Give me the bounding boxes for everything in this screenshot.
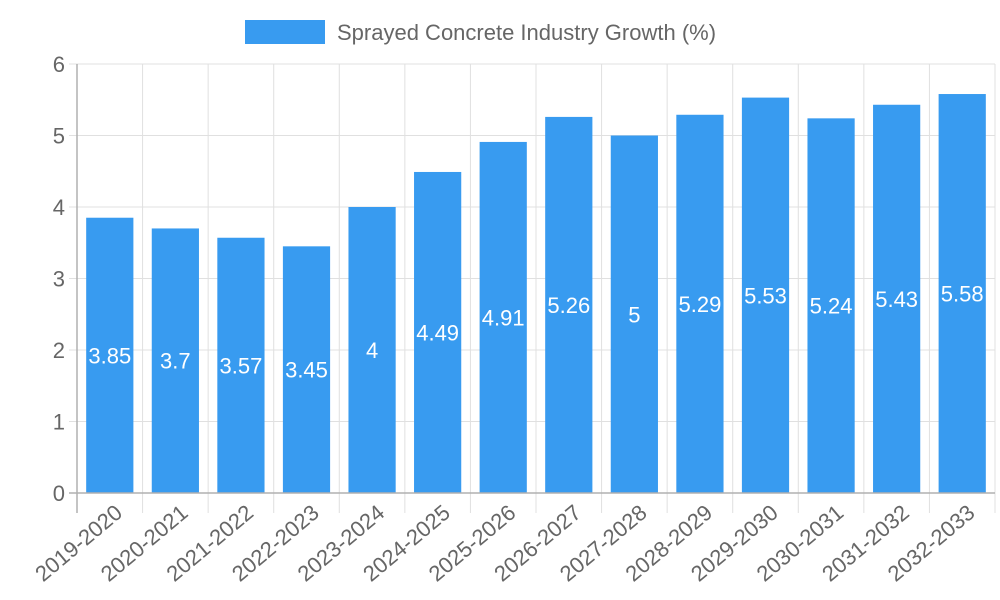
bar[interactable]: [86, 217, 134, 493]
bar[interactable]: [414, 171, 462, 493]
legend[interactable]: Sprayed Concrete Industry Growth (%): [245, 20, 716, 45]
bar-value-label: 4: [366, 338, 378, 363]
y-tick-label: 0: [53, 481, 65, 506]
bar[interactable]: [479, 141, 527, 493]
bar-value-label: 5.24: [810, 294, 853, 319]
bar-value-label: 5.58: [941, 282, 984, 307]
bar-value-label: 3.57: [220, 353, 263, 378]
bar[interactable]: [676, 114, 724, 493]
grid: [69, 63, 996, 513]
y-tick-label: 2: [53, 338, 65, 363]
bar[interactable]: [873, 104, 921, 493]
legend-swatch: [245, 20, 325, 44]
data-labels: 3.85 3.7 3.57 3.45 4 4.49 4.91 5.26 5 5.29 5.53 5.2…: [88, 282, 983, 383]
bar-value-label: 5.53: [744, 283, 787, 308]
legend-label: Sprayed Concrete Industry Growth (%): [337, 20, 716, 45]
bar-value-label: 5.43: [875, 287, 918, 312]
bar-value-label: 5: [628, 302, 640, 327]
y-tick-label: 6: [53, 52, 65, 77]
bar[interactable]: [151, 228, 199, 493]
bar-value-label: 3.85: [88, 343, 131, 368]
bar-value-label: 3.45: [285, 358, 328, 383]
y-tick-label: 3: [53, 267, 65, 292]
bar[interactable]: [741, 97, 790, 493]
bar[interactable]: [545, 116, 593, 493]
bar[interactable]: [217, 237, 265, 493]
bar[interactable]: [938, 94, 986, 493]
bar-value-label: 3.7: [160, 349, 191, 374]
bar-value-label: 5.29: [679, 292, 722, 317]
bar[interactable]: [807, 118, 855, 493]
bar[interactable]: [610, 135, 658, 494]
bars: [86, 94, 986, 493]
y-tick-label: 5: [53, 124, 65, 149]
bar-value-label: 4.49: [416, 320, 459, 345]
y-tick-label: 4: [53, 195, 65, 220]
bar[interactable]: [348, 207, 396, 493]
bar[interactable]: [282, 246, 331, 493]
bar-value-label: 5.26: [547, 293, 590, 318]
bar-value-label: 4.91: [482, 305, 525, 330]
y-tick-label: 1: [53, 410, 65, 435]
